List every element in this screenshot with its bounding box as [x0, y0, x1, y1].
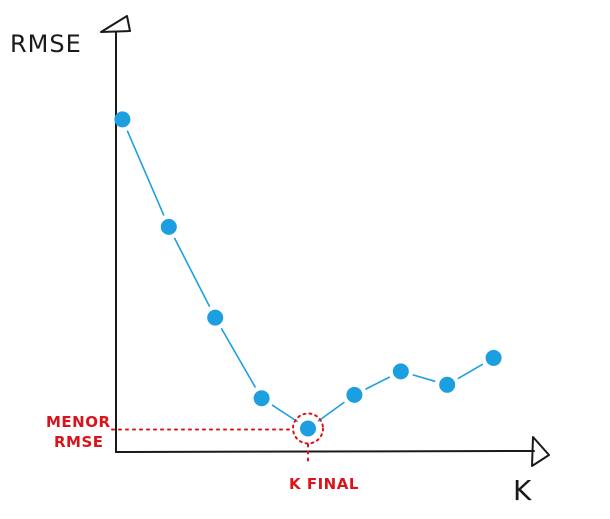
x-axis-label: K	[513, 474, 532, 507]
axes	[100, 15, 550, 467]
y-axis-arrow-icon	[100, 15, 131, 33]
series-line-segment	[317, 401, 345, 422]
data-point	[160, 218, 177, 235]
data-point	[300, 420, 316, 437]
data-point	[485, 349, 502, 366]
min-point-highlight-ring	[292, 412, 324, 445]
data-point	[114, 111, 131, 128]
series-line-segment	[365, 376, 391, 390]
series-line-segment	[412, 374, 436, 382]
data-point	[346, 386, 363, 403]
series-line-segment	[271, 404, 298, 423]
data-point	[392, 363, 409, 380]
data-point	[207, 309, 224, 326]
series-line-segment	[220, 328, 256, 388]
data-point	[253, 390, 270, 407]
series-group	[114, 111, 502, 437]
x-axis-arrow-icon	[531, 436, 550, 467]
k-final-label: K FINAL	[289, 475, 359, 493]
series-line-segment	[457, 363, 484, 380]
series-line-segment	[126, 130, 165, 216]
data-point	[439, 376, 456, 393]
series-line-segment	[173, 237, 211, 307]
min-rmse-label-line1: MENOR	[46, 413, 111, 431]
min-rmse-label-line2: RMSE	[54, 433, 104, 451]
x-axis-line	[115, 450, 535, 453]
y-axis-label: RMSE	[10, 30, 82, 58]
